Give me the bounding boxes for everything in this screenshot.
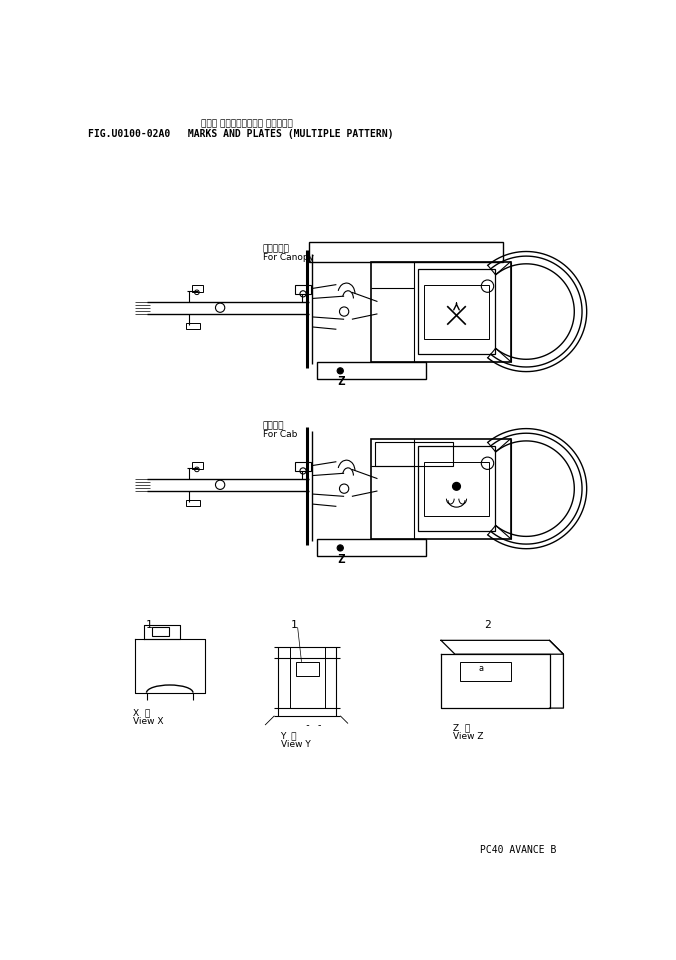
Text: View Y: View Y: [281, 739, 310, 749]
Text: - -: - -: [306, 720, 323, 730]
Bar: [424, 462, 489, 516]
Text: View X: View X: [133, 716, 164, 726]
Text: PC40 AVANCE B: PC40 AVANCE B: [480, 845, 556, 855]
Circle shape: [337, 545, 343, 551]
Bar: [152, 627, 169, 636]
Bar: [375, 443, 453, 466]
Bar: [424, 284, 489, 339]
Bar: [371, 439, 511, 539]
Bar: [309, 242, 503, 261]
Text: Z: Z: [337, 375, 345, 389]
Text: FIG.U0100-02A0   MARKS AND PLATES (MULTIPLE PATTERN): FIG.U0100-02A0 MARKS AND PLATES (MULTIPL…: [89, 129, 394, 139]
Bar: [296, 661, 319, 676]
Text: 1: 1: [145, 619, 152, 630]
Text: 2: 2: [484, 619, 491, 630]
Bar: [418, 446, 496, 531]
Text: マーク プレート（マルチ パターン）: マーク プレート（マルチ パターン）: [201, 120, 293, 129]
Bar: [317, 539, 425, 556]
Bar: [460, 661, 511, 682]
Text: For Canopy: For Canopy: [263, 253, 314, 262]
Text: Z  正: Z 正: [453, 724, 470, 732]
Text: キャブ用: キャブ用: [263, 421, 284, 431]
Bar: [192, 284, 203, 292]
Text: a: a: [478, 664, 483, 673]
Text: View Z: View Z: [453, 732, 483, 741]
Bar: [418, 269, 496, 354]
Text: キャノピ用: キャノピ用: [263, 245, 289, 253]
Bar: [186, 500, 200, 506]
Bar: [317, 362, 425, 378]
Text: For Cab: For Cab: [263, 430, 297, 439]
Text: 1: 1: [291, 619, 297, 630]
Bar: [192, 462, 203, 469]
Text: Z: Z: [337, 553, 345, 565]
Circle shape: [453, 483, 460, 491]
Bar: [295, 284, 311, 294]
Circle shape: [337, 368, 343, 374]
Text: X  正: X 正: [133, 708, 151, 717]
Bar: [371, 261, 511, 362]
Bar: [295, 462, 311, 471]
Bar: [186, 324, 200, 329]
Text: Y  正: Y 正: [281, 732, 297, 740]
